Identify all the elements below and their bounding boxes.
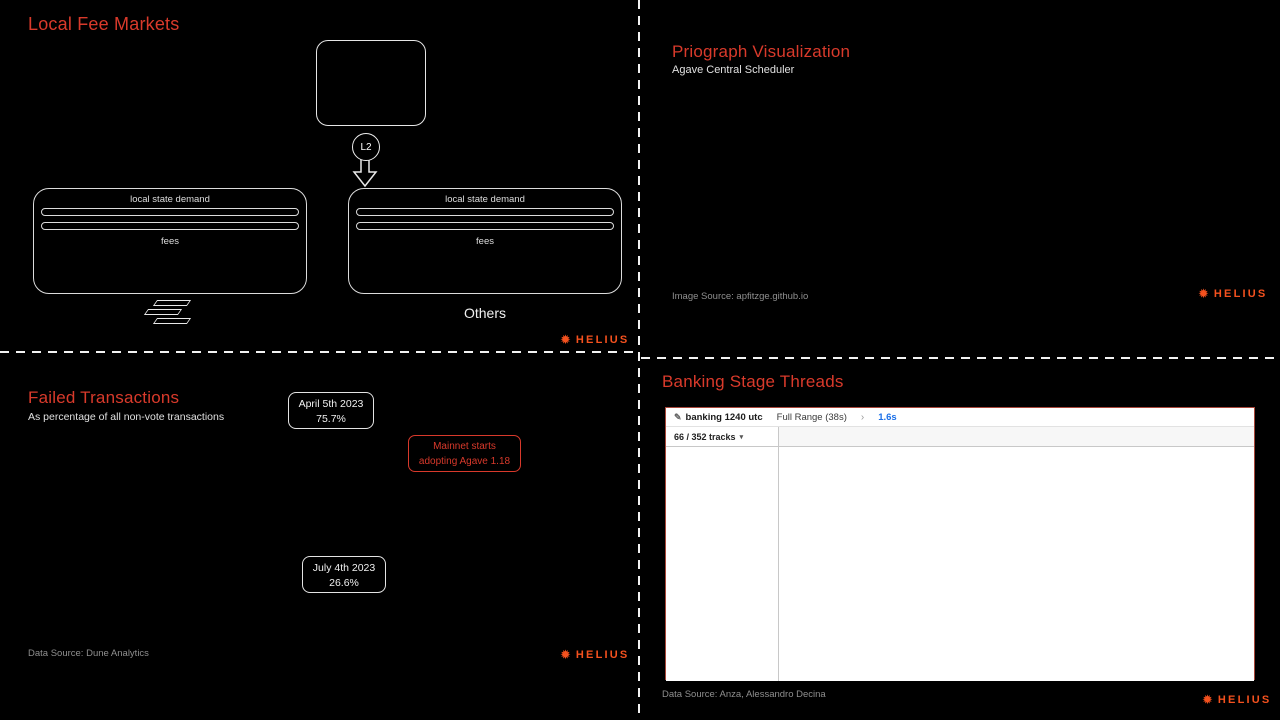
selection-range-button[interactable]: 1.6s [878,411,897,423]
local-state-demand-box: local state demand fees [33,188,307,294]
data-source-label: Data Source: Dune Analytics [28,648,149,659]
slide-title-banking-stage: Banking Stage Threads [662,372,844,391]
peak-date: April 5th 2023 [298,398,364,410]
event-annotation-box: Mainnet starts adopting Agave 1.18 [408,435,521,472]
fees-label: fees [476,236,494,247]
helius-wordmark: HELIUS [1213,287,1268,300]
profiler-tracks-area [666,447,1254,681]
helius-logo: ✹ HELIUS [560,333,629,346]
slide-title-local-fee-markets: Local Fee Markets [28,14,180,34]
helius-wordmark: HELIUS [575,333,630,346]
fee-group-others: local state demand fees [348,36,622,294]
helius-star-icon: ✹ [560,332,571,347]
fees-pills-row [41,222,299,230]
track-activity-area[interactable] [779,447,1254,681]
helius-wordmark: HELIUS [575,648,630,661]
quadrant-local-fee-markets: Local Fee Markets local state demand fee… [0,0,640,352]
tracks-dropdown[interactable]: 66 / 352 tracks ▾ [666,427,779,446]
event-line1: Mainnet starts [433,441,496,452]
slide-title-failed-transactions: Failed Transactions [28,388,180,407]
full-range-button[interactable]: Full Range (38s) [776,411,847,423]
profile-tab-label: banking 1240 utc [685,411,763,423]
solana-logo-bar [143,309,183,315]
dip-date: July 4th 2023 [312,562,376,574]
profiler-toolbar: ✎ banking 1240 utc Full Range (38s) › 1.… [666,408,1254,427]
helius-star-icon: ✹ [1202,692,1213,707]
profiler-screenshot: ✎ banking 1240 utc Full Range (38s) › 1.… [665,407,1255,681]
failed-tx-subtitle: As percentage of all non-vote transactio… [28,411,225,423]
dip-value: 26.6% [329,577,359,590]
solana-logo [143,300,206,327]
horizontal-divider-right [641,357,1280,359]
dip-annotation-box: July 4th 2023 26.6% [302,556,386,593]
fees-label: fees [161,236,179,247]
quadrant-banking-stage: Banking Stage Threads ✎ banking 1240 utc… [640,358,1280,720]
chevron-right-icon: › [860,411,865,423]
l2-label: L2 [360,141,372,153]
down-arrow-icon [352,158,378,188]
l2-badge: L2 [352,133,380,161]
slide-title-priograph: Priograph Visualization [672,42,851,61]
quadrant-failed-transactions: Failed Transactions As percentage of all… [0,352,640,720]
demand-label: local state demand [130,194,210,205]
l2-bundle-box [316,40,426,126]
track-activity-graph [779,447,1254,681]
helius-logo: ✹ HELIUS [560,648,629,661]
fees-pills-row [356,222,614,230]
solana-logo-bar [152,318,192,324]
tracks-count-label: 66 / 352 tracks [674,431,736,442]
helius-star-icon: ✹ [1198,286,1209,301]
demand-pills-row [356,208,614,216]
data-source-label: Data Source: Anza, Alessandro Decina [662,689,826,700]
timeline-ruler[interactable] [779,427,1254,446]
profile-tab[interactable]: ✎ banking 1240 utc [674,412,763,423]
peak-annotation-box: April 5th 2023 75.7% [288,392,374,429]
priograph-subtitle: Agave Central Scheduler [672,64,795,76]
helius-logo: ✹ HELIUS [1198,287,1267,300]
failed-transactions-line-chart [30,424,615,649]
local-state-demand-box: local state demand fees [348,188,622,294]
helius-wordmark: HELIUS [1217,693,1272,706]
others-label: Others [463,305,506,321]
caret-down-icon: ▾ [739,433,744,441]
edit-pencil-icon: ✎ [674,411,682,422]
image-source-label: Image Source: apfitzge.github.io [672,291,809,302]
profiler-header-row: 66 / 352 tracks ▾ [666,427,1254,447]
people-grid [33,36,307,188]
fee-group-solana: local state demand fees [33,36,307,294]
track-labels-column [666,447,779,681]
helius-logo: ✹ HELIUS [1202,693,1271,706]
priograph-network-visualization [660,75,1270,290]
demand-label: local state demand [445,194,525,205]
event-line2: adopting Agave 1.18 [418,455,511,467]
horizontal-divider-left [0,351,638,353]
vertical-divider [638,0,640,720]
peak-value: 75.7% [316,413,346,426]
quadrant-priograph: Priograph Visualization Agave Central Sc… [640,0,1280,358]
solana-logo-bar [152,300,192,306]
demand-pills-row [41,208,299,216]
helius-star-icon: ✹ [560,647,571,662]
